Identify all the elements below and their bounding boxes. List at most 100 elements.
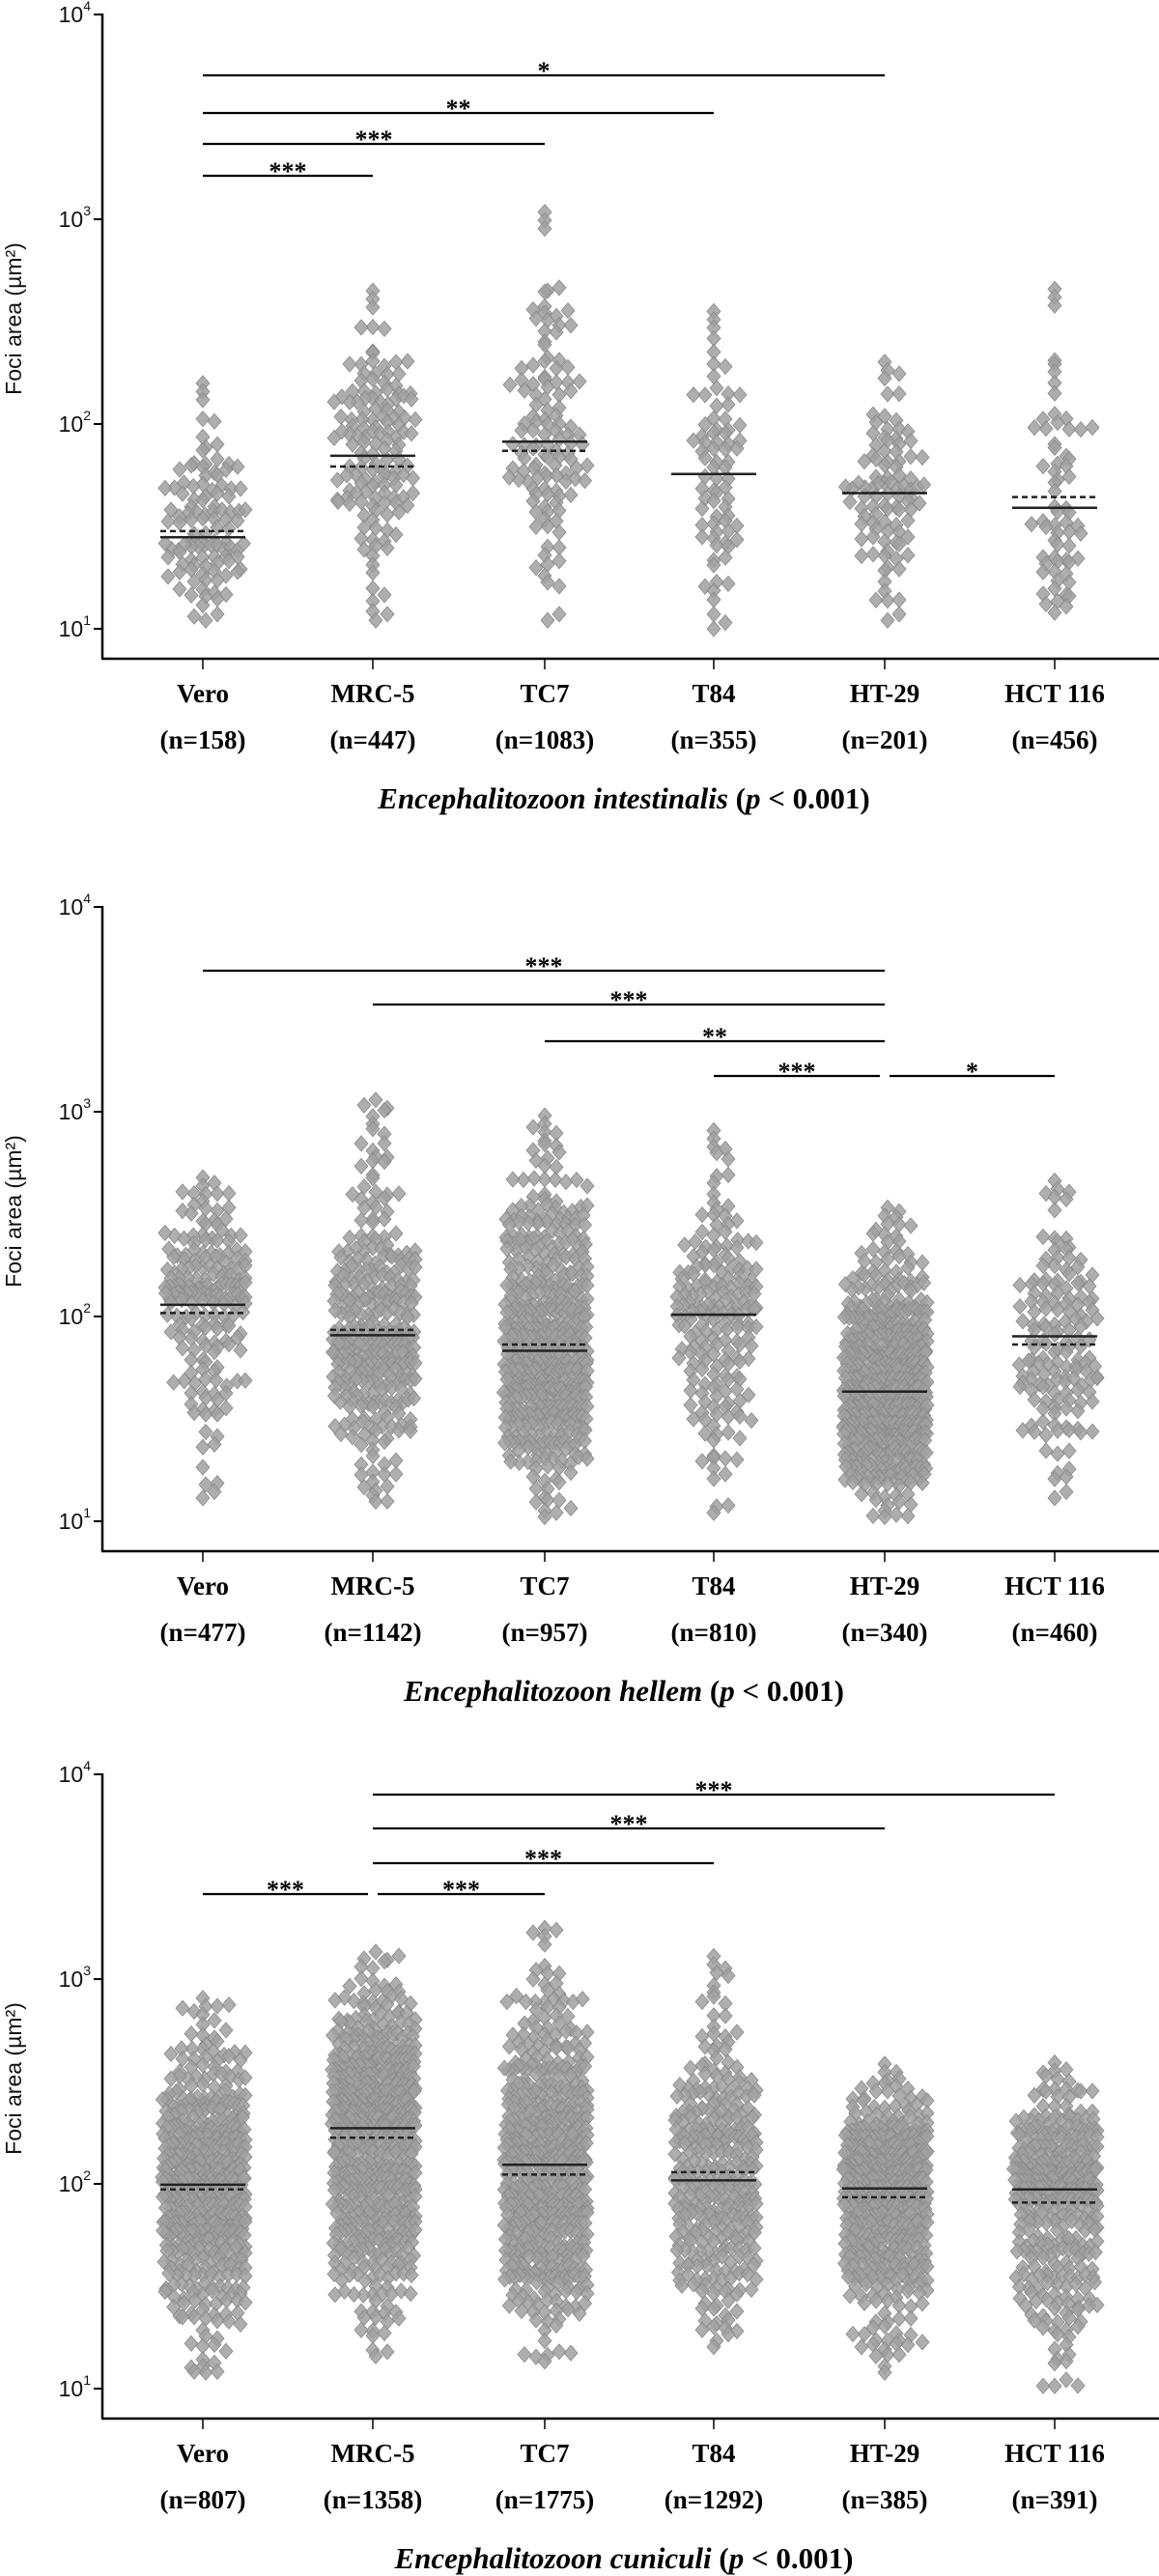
- data-point: [221, 1996, 237, 2014]
- data-point: [865, 546, 881, 563]
- data-point: [184, 586, 199, 604]
- y-axis-label: Foci area (µm²): [1, 2002, 26, 2155]
- data-point: [1038, 420, 1054, 438]
- data-point: [868, 591, 884, 609]
- significance-label: **: [446, 95, 471, 123]
- data-point: [377, 586, 392, 604]
- group-points-t84: [686, 302, 748, 637]
- data-point: [210, 1185, 225, 1203]
- data-point: [391, 365, 407, 382]
- title-stat: p: [717, 1674, 735, 1708]
- data-point: [377, 1153, 392, 1171]
- data-point: [353, 494, 369, 511]
- data-point: [356, 1096, 372, 1114]
- data-point: [377, 1135, 392, 1152]
- data-point: [388, 525, 404, 544]
- data-point: [210, 1997, 225, 2015]
- n-label: (n=340): [842, 1618, 928, 1647]
- data-point: [160, 568, 176, 585]
- n-label: (n=385): [842, 2485, 928, 2514]
- data-point: [400, 496, 415, 514]
- data-point: [709, 536, 724, 554]
- data-point: [1061, 537, 1077, 554]
- data-point: [388, 1465, 404, 1483]
- group-points-t84: [669, 1121, 764, 1521]
- data-point: [391, 1422, 407, 1439]
- data-point: [195, 596, 211, 614]
- data-point: [207, 1483, 222, 1501]
- tick-base: 10: [59, 1509, 84, 1534]
- data-point: [400, 353, 415, 370]
- data-point: [1050, 536, 1065, 553]
- tick-exponent: 3: [83, 1095, 91, 1111]
- tick-exponent: 2: [83, 2167, 91, 2183]
- significance-label: ***: [269, 157, 307, 185]
- panel-2: Foci area (µm²)101102103104Vero(n=477)MR…: [1, 891, 1159, 1708]
- data-point: [501, 468, 517, 486]
- data-point: [333, 1425, 349, 1443]
- significance-label: ***: [778, 1058, 816, 1086]
- data-point: [207, 1343, 222, 1361]
- data-point: [718, 614, 733, 632]
- data-point: [221, 552, 237, 570]
- category-label: Vero: [177, 2439, 229, 2468]
- data-point: [537, 353, 552, 370]
- data-point: [721, 396, 736, 413]
- group-points-tc7: [496, 1919, 595, 2370]
- data-point: [540, 518, 555, 535]
- data-point: [198, 611, 213, 629]
- data-point: [391, 1947, 407, 1965]
- data-point: [210, 1319, 225, 1338]
- data-point: [207, 412, 222, 430]
- data-point: [184, 2335, 199, 2352]
- data-point: [327, 1302, 343, 1319]
- data-point: [718, 1450, 733, 1467]
- data-point: [353, 1211, 369, 1230]
- data-point: [406, 484, 421, 502]
- tick-exponent: 4: [83, 1758, 91, 1773]
- data-point: [345, 436, 360, 453]
- data-point: [537, 1135, 552, 1153]
- data-point: [903, 1217, 919, 1234]
- n-label: (n=807): [160, 2485, 246, 2514]
- tick-base: 10: [59, 207, 84, 232]
- y-axis-label: Foci area (µm²): [1, 1135, 26, 1288]
- y-tick-label: 104: [59, 891, 92, 920]
- data-point: [912, 495, 927, 512]
- data-point: [1061, 467, 1077, 486]
- group-points-mrc-5: [324, 1943, 423, 2365]
- data-point: [175, 1183, 190, 1201]
- data-point: [368, 1091, 383, 1109]
- data-point: [177, 1373, 192, 1390]
- tick-base: 10: [59, 1762, 84, 1787]
- data-point: [172, 580, 187, 598]
- data-point: [353, 1157, 369, 1175]
- data-point: [525, 1118, 541, 1136]
- data-point: [709, 397, 724, 414]
- tick-exponent: 4: [83, 891, 91, 906]
- category-label: HT-29: [850, 679, 920, 708]
- category-label: MRC-5: [331, 679, 415, 708]
- data-point: [186, 573, 202, 590]
- data-point: [368, 1943, 383, 1961]
- data-point: [528, 518, 544, 535]
- data-point: [880, 611, 895, 629]
- data-point: [549, 1921, 564, 1939]
- data-point: [551, 606, 567, 623]
- data-point: [353, 1466, 369, 1484]
- data-point: [230, 458, 245, 475]
- data-point: [377, 320, 392, 337]
- data-point: [1038, 1427, 1054, 1444]
- data-point: [195, 492, 211, 509]
- data-point: [528, 559, 544, 577]
- data-point: [526, 1170, 542, 1187]
- data-point: [694, 1206, 710, 1224]
- data-point: [377, 1210, 392, 1228]
- data-point: [718, 1465, 733, 1483]
- data-point: [221, 1336, 237, 1353]
- data-point: [330, 493, 346, 510]
- data-point: [865, 528, 881, 546]
- data-point: [175, 1999, 190, 2017]
- data-point: [694, 499, 710, 518]
